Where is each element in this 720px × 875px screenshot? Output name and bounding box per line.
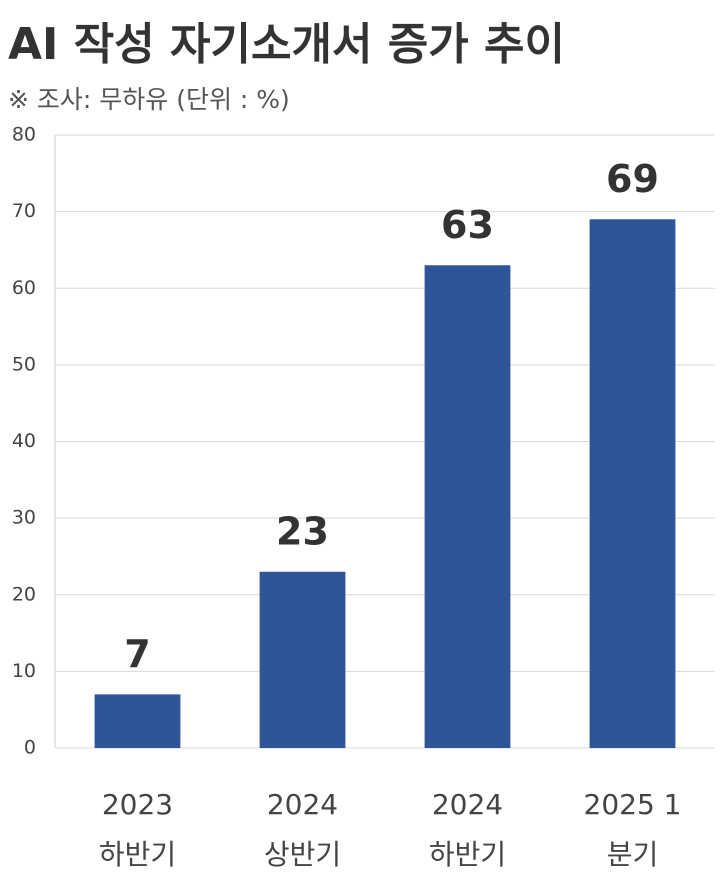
bar [589,219,676,749]
x-tick-label: 2023 하반기 [98,788,177,871]
y-tick-label: 60 [12,277,36,299]
y-tick-label: 0 [24,737,36,759]
chart-title: AI 작성 자기소개서 증가 추이 [8,19,565,70]
x-tick-label: 2025 1분기 [583,788,682,871]
value-label: 69 [606,157,659,201]
bar [424,265,511,748]
y-tick-label: 70 [12,200,36,222]
bar [94,694,181,748]
y-tick-label: 50 [12,353,36,375]
y-tick-label: 20 [12,583,36,605]
y-tick-label: 40 [12,430,36,452]
y-tick-label: 30 [12,507,36,529]
x-tick-label: 2024 상반기 [263,788,342,871]
bar [259,571,346,748]
value-label: 63 [441,203,494,247]
value-label: 7 [124,632,150,676]
x-tick-label: 2024 하반기 [428,788,507,871]
value-label: 23 [276,509,329,553]
y-tick-label: 10 [12,660,36,682]
y-tick-label: 80 [12,124,36,146]
chart-subtitle: ※ 조사: 무하유 (단위 : %) [8,85,290,114]
